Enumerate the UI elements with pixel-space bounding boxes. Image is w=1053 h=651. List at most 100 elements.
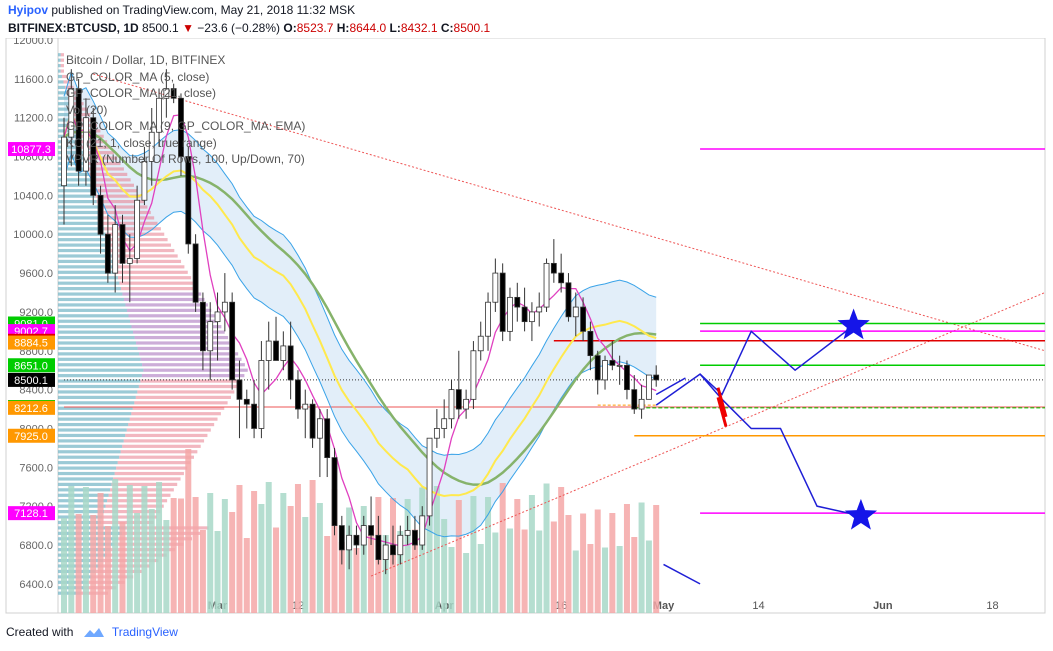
author-name[interactable]: Hyipov [8,3,49,17]
candle-body [170,88,177,99]
vpvr-up-bar [58,259,114,264]
vpvr-up-bar [58,161,87,166]
volume-bar [236,485,243,613]
vpvr-up-bar [58,450,121,454]
vpvr-down-bar [137,346,235,351]
vpvr-up-bar [58,270,117,274]
candle-body [83,117,89,172]
candle-body [572,306,579,318]
vpvr-down-bar [119,281,195,285]
candle-body [243,398,250,405]
legend-kc[interactable]: KC (21, 1, close, true range) [66,135,217,150]
volume-bar [214,531,221,613]
volume-bar [265,482,272,613]
candle-body [433,428,440,439]
candle-body [346,534,353,551]
vpvr-down-bar [64,85,74,89]
legend-ma21[interactable]: GP_COLOR_MA (21, close) [66,86,217,100]
vpvr-down-bar [114,471,184,476]
legend-ema[interactable]: GP_COLOR_MA (9, GP_COLOR_MA: EMA) [66,119,306,133]
price-label-box [8,335,55,350]
price-label-text: 7128.1 [14,508,48,520]
vpvr-down-bar [108,493,171,497]
vpvr-up-bar [58,183,93,187]
bearish-forecast-path [699,373,862,517]
vpvr-up-bar [58,53,61,57]
vpvr-up-bar [58,64,61,68]
vpvr-down-bar [111,482,178,487]
volume-bar [170,498,177,613]
published-text: published on TradingView.com, May 21, 20… [51,3,356,17]
candle-body [192,243,199,303]
volume-bar [419,487,426,613]
price-label-box [8,142,55,157]
vpvr-up-bar [58,390,138,394]
candle-body [499,272,506,332]
vpvr-up-bar [58,308,127,312]
candle-body [594,355,601,381]
candle-body [587,330,594,357]
vpvr-down-bar [113,477,181,481]
price-chart[interactable]: 12000.011600.011200.010800.010400.010000… [0,38,1053,620]
candle-body [353,534,360,546]
target-star-up-icon [837,308,870,340]
volume-bar [550,521,557,613]
vpvr-up-bar [58,205,99,209]
volume-bar [156,482,163,613]
open-value: 8523.7 [296,21,334,35]
price-label-text: 7925.0 [14,431,48,443]
candle-body [653,374,660,381]
low-value: 8432.1 [400,21,438,35]
volume-bar [324,536,331,613]
vpvr-down-bar [125,433,208,438]
volume-bar [587,544,594,613]
candle-body [141,160,148,201]
vpvr-up-bar [58,129,78,133]
descending-trendline [93,73,1046,352]
volume-bar [543,483,550,613]
volume-bar [528,495,535,613]
volume-bar [492,532,499,613]
volume-bar [477,544,484,613]
vpvr-down-bar [140,357,242,361]
candle-body [514,296,521,308]
candle-body [287,345,294,381]
legend-volume[interactable]: Vol (20) [66,102,108,117]
y-tick-label: 9600.0 [19,268,53,280]
vpvr-down-bar [131,325,222,329]
volume-bar [280,493,287,613]
vpvr-up-bar [58,466,117,470]
candle-body [624,364,630,391]
vpvr-up-bar [58,346,138,351]
vpvr-up-bar [58,287,121,291]
volume-bar [61,518,67,613]
vpvr-up-bar [58,319,130,323]
volume-bar [521,529,528,613]
vpvr-up-bar [58,553,107,557]
y-tick-label: 6800.0 [19,540,53,552]
volume-bar [82,487,89,613]
vpvr-up-bar [58,325,132,329]
vpvr-down-bar [119,455,194,459]
candle-body [295,379,301,410]
last-price: 8500.1 [142,21,179,35]
candle-body [90,117,97,196]
vpvr-up-bar [58,227,105,231]
price-label-box [8,372,55,387]
down-arrow-icon: ▼ [182,21,194,35]
breakout-marker-top [716,387,728,418]
legend-ma5[interactable]: GP_COLOR_MA (5, close) [66,69,210,84]
vpvr-down-bar [105,504,164,508]
vpvr-up-bar [58,406,133,410]
symbol: BITFINEX:BTCUSD, 1D [8,21,139,35]
candle-body [61,136,67,187]
volume-bar [251,491,258,613]
vpvr-down-bar [137,390,235,394]
candle-body [609,360,616,366]
vpvr-up-bar [58,401,135,405]
candle-body [375,534,382,560]
legend-vpvr[interactable]: VPVR (Number Of Rows, 100, Up/Down, 70) [66,152,305,166]
vpvr-up-bar [58,379,141,383]
vpvr-up-bar [58,330,134,334]
tradingview-brand[interactable]: TradingView [111,625,178,639]
